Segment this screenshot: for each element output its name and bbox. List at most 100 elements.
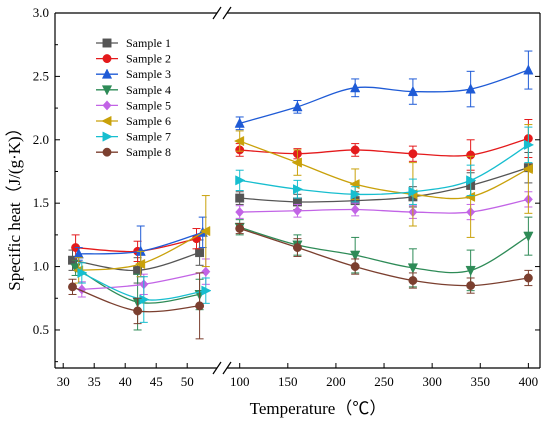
data-point [408,276,418,285]
data-point [292,243,302,253]
data-point [292,101,303,112]
y-tick-label: 1.0 [33,259,49,274]
data-point [350,145,360,155]
x-tick-label: 150 [278,374,298,389]
legend-label: Sample 5 [126,98,171,112]
series-6 [72,124,533,284]
legend-label: Sample 3 [126,67,171,81]
series-5 [77,191,533,298]
data-point [523,273,533,283]
y-tick-label: 1.5 [33,195,49,210]
x-tick-label: 45 [150,374,163,389]
x-tick-label: 300 [422,374,442,389]
data-point [201,266,211,277]
x-tick-label: 30 [57,374,70,389]
data-point [235,206,245,218]
y-tick-label: 0.5 [33,322,49,337]
data-point [350,250,361,261]
legend-label: Sample 4 [126,83,171,97]
legend-label: Sample 1 [126,36,171,50]
data-point [201,285,212,296]
series-line [239,167,529,203]
data-point [200,225,211,237]
data-point [350,204,360,215]
series-line [239,69,529,124]
data-point [235,175,246,186]
legend-item: Sample 4 [96,83,171,97]
data-point [466,175,477,186]
series-line [239,226,529,274]
data-point [68,282,77,292]
data-point [407,85,419,97]
legend-item: Sample 2 [96,52,171,66]
legend-label: Sample 8 [126,145,171,159]
y-axis-title: Specific heat（J/(g·K)） [5,119,24,290]
x-tick-label: 35 [88,374,101,389]
x-tick-label: 200 [326,374,346,389]
data-point [139,294,150,305]
data-point [235,224,245,233]
x-tick-label: 40 [119,374,132,389]
legend-marker [102,131,113,142]
data-point [350,189,361,200]
data-point [133,306,143,316]
data-point [233,135,245,147]
x-axis-title: Temperature（℃） [250,399,387,418]
data-point [408,186,419,197]
x-tick-label: 400 [519,374,539,389]
legend-label: Sample 6 [126,114,171,128]
axis-break-mark [212,361,222,375]
legend-item: Sample 8 [96,145,171,159]
data-point [466,281,476,291]
axes: 0.5 1.0 1.5 2.0 2.5 3.0 30 35 40 45 50 100 150 200 250… [33,5,541,389]
x-tick-label: 50 [181,374,194,389]
legend-label: Sample 7 [126,130,171,144]
data-point [77,267,88,279]
data-point [234,117,245,128]
data-point [292,184,304,195]
y-tick-label: 2.0 [33,132,49,147]
data-point [350,82,361,93]
series-line [239,198,529,214]
series-line [239,137,529,157]
legend-item: Sample 1 [96,36,171,50]
series-line [239,140,529,200]
data-point [465,83,476,94]
y-tick-label: 2.5 [33,68,49,83]
data-point [407,263,419,274]
data-point [235,193,245,203]
series-8 [68,222,533,340]
data-point [465,265,476,277]
legend-item: Sample 5 [96,98,171,112]
data-point [134,258,146,270]
series-line [239,227,529,287]
axis-break-mark [222,361,232,375]
x-tick-label: 350 [471,374,491,389]
legend-marker [102,147,112,157]
legend-marker [102,38,112,48]
data-point [195,301,205,311]
data-point [350,262,360,272]
x-tick-label: 100 [230,374,250,389]
series-7 [77,126,535,323]
series-layer [68,50,535,340]
legend-item: Sample 3 [96,67,171,81]
legend-item: Sample 6 [96,114,171,128]
axis-break-mark [222,6,232,20]
data-point [291,157,302,168]
data-point [523,64,534,75]
legend-label: Sample 2 [126,52,171,66]
y-tick-label: 3.0 [33,5,49,20]
axis-break-mark [212,6,222,20]
legend-marker [102,100,112,111]
data-point [523,139,535,150]
data-point [408,149,418,159]
x-tick-label: 250 [374,374,394,389]
legend-marker [102,54,112,64]
legend-marker [101,85,113,96]
data-point [523,231,534,242]
data-point [195,248,205,258]
legend-marker [101,115,112,127]
